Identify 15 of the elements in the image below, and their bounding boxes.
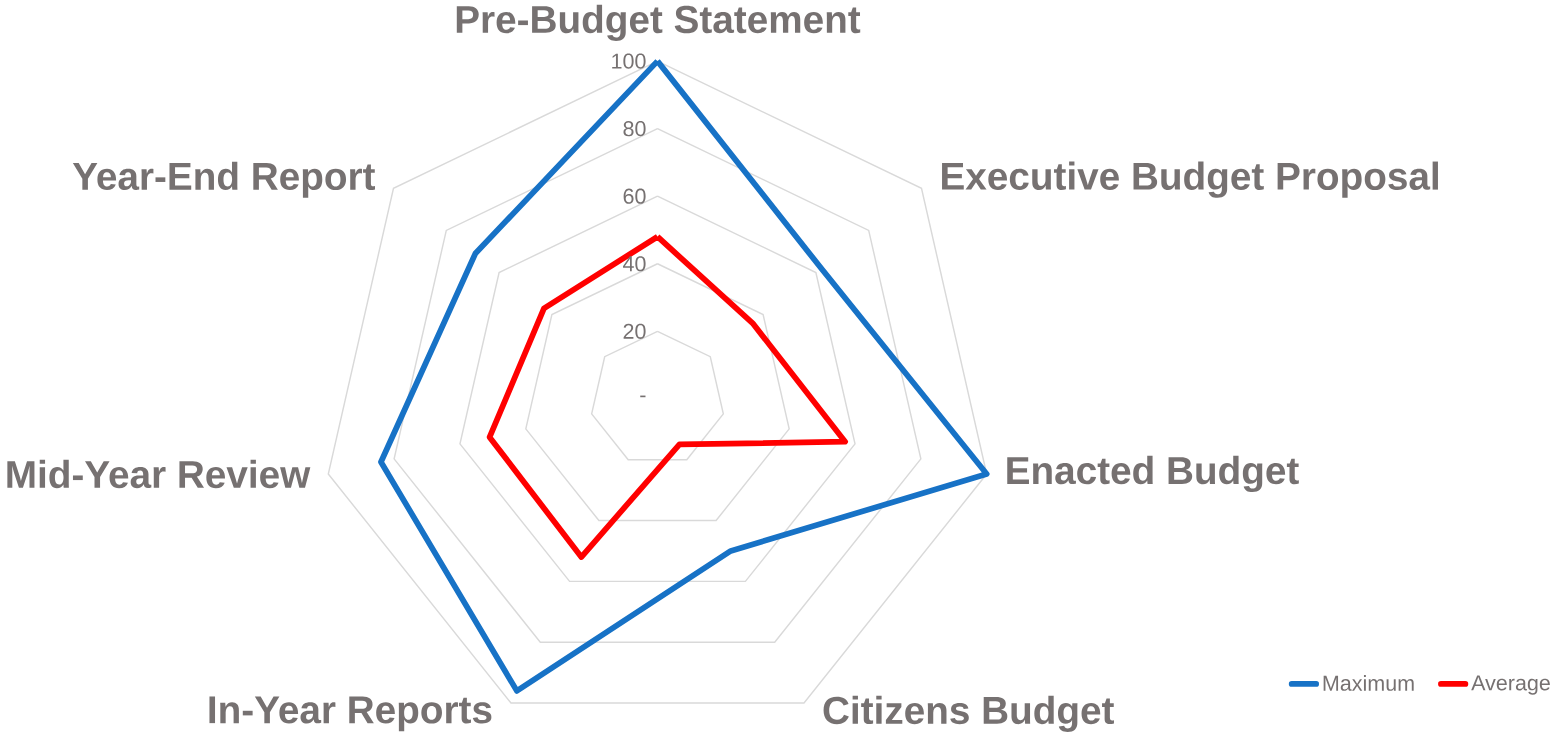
y-tick-label: - xyxy=(640,395,646,398)
spoke-label: In-Year Reports xyxy=(209,696,492,732)
spoke-label: Enacted Budget xyxy=(1007,455,1299,493)
y-tick-label: 20 xyxy=(623,323,646,340)
y-tick-label: 40 xyxy=(623,256,646,272)
legend-label: Maximum xyxy=(1323,675,1414,691)
y-tick-label: 60 xyxy=(623,188,646,204)
y-tick-label: 80 xyxy=(623,121,646,137)
spoke-label: Citizens Budget xyxy=(823,695,1114,733)
y-tick-label: 100 xyxy=(612,53,646,69)
legend-label: Average xyxy=(1471,675,1550,695)
spoke-label: Pre-Budget Statement xyxy=(456,4,861,42)
spoke-label: Mid-Year Review xyxy=(7,459,311,489)
spoke-label: Executive Budget Proposal xyxy=(942,161,1438,198)
spoke-label: Year-End Report xyxy=(72,161,375,198)
